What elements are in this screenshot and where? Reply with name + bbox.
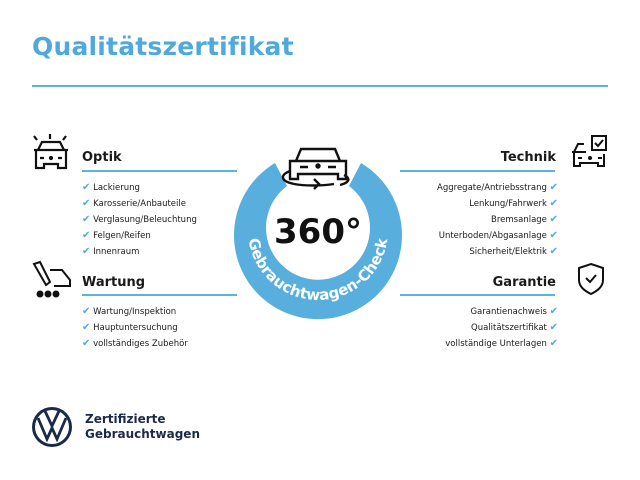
wartung-list: ✔ Wartung/Inspektion ✔ Hauptuntersuchung… xyxy=(82,304,188,352)
check-icon: ✔ xyxy=(549,246,558,257)
vw-logo xyxy=(32,407,72,447)
check-icon: ✔ xyxy=(82,246,91,257)
wartung-heading: Wartung xyxy=(82,275,146,290)
list-item: ✔ Felgen/Reifen xyxy=(82,230,151,241)
optik-list: ✔ Lackierung ✔ Karosserie/Anbauteile ✔ V… xyxy=(82,180,197,260)
check-icon: ✔ xyxy=(549,306,558,317)
optik-divider xyxy=(82,170,237,172)
garantie-heading: Garantie xyxy=(492,275,556,290)
optik-heading: Optik xyxy=(82,150,122,165)
check-icon: ✔ xyxy=(549,182,558,193)
check-icon: ✔ xyxy=(82,306,91,317)
technik-heading: Technik xyxy=(500,150,556,165)
garantie-divider xyxy=(400,294,555,296)
garantie-list: Garantienachweis ✔ Qualitätszertifikat ✔… xyxy=(380,304,558,352)
technik-list: Aggregate/Antriebsstrang ✔ Lenkung/Fahrw… xyxy=(380,180,558,260)
check-icon: ✔ xyxy=(549,198,558,209)
list-item: Sicherheit/Elektrik ✔ xyxy=(469,246,558,257)
check-icon: ✔ xyxy=(549,214,558,225)
list-item: Lenkung/Fahrwerk ✔ xyxy=(469,198,558,209)
car-rotate-icon xyxy=(281,147,350,190)
badge-360-text: 360° xyxy=(274,212,362,252)
360-check-badge: 360° Gebrauchtwagen-Check xyxy=(234,147,402,320)
check-icon: ✔ xyxy=(82,214,91,225)
list-item: Qualitätszertifikat ✔ xyxy=(471,322,558,333)
list-item: ✔ Wartung/Inspektion xyxy=(82,306,177,317)
list-item: Unterboden/Abgasanlage ✔ xyxy=(438,230,558,241)
list-item: ✔ vollständiges Zubehör xyxy=(82,338,188,349)
brand-text: Zertifizierte Gebrauchtwagen xyxy=(85,412,200,441)
car-checkbox-icon xyxy=(572,135,607,167)
check-icon: ✔ xyxy=(82,182,91,193)
check-icon: ✔ xyxy=(82,322,91,333)
list-item: ✔ Lackierung xyxy=(82,182,140,193)
shield-check-icon xyxy=(578,262,604,296)
list-item: Garantienachweis ✔ xyxy=(470,306,558,317)
wartung-divider xyxy=(82,294,237,296)
list-item: ✔ Hauptuntersuchung xyxy=(82,322,178,333)
list-item: ✔ Verglasung/Beleuchtung xyxy=(82,214,197,225)
service-tools-icon xyxy=(32,260,71,298)
list-item: Bremsanlage ✔ xyxy=(491,214,558,225)
technik-divider xyxy=(400,170,555,172)
check-icon: ✔ xyxy=(549,338,558,349)
title-divider xyxy=(32,85,608,87)
list-item: ✔ Karosserie/Anbauteile xyxy=(82,198,186,209)
badge-ring xyxy=(234,163,402,320)
page-title: Qualitätszertifikat xyxy=(32,32,294,61)
car-lights-icon xyxy=(33,134,68,170)
check-icon: ✔ xyxy=(82,230,91,241)
list-item: Aggregate/Antriebsstrang ✔ xyxy=(437,182,558,193)
check-icon: ✔ xyxy=(549,322,558,333)
list-item: ✔ Innenraum xyxy=(82,246,140,257)
check-icon: ✔ xyxy=(549,230,558,241)
check-icon: ✔ xyxy=(82,198,91,209)
check-icon: ✔ xyxy=(82,338,91,349)
list-item: vollständige Unterlagen ✔ xyxy=(445,338,558,349)
